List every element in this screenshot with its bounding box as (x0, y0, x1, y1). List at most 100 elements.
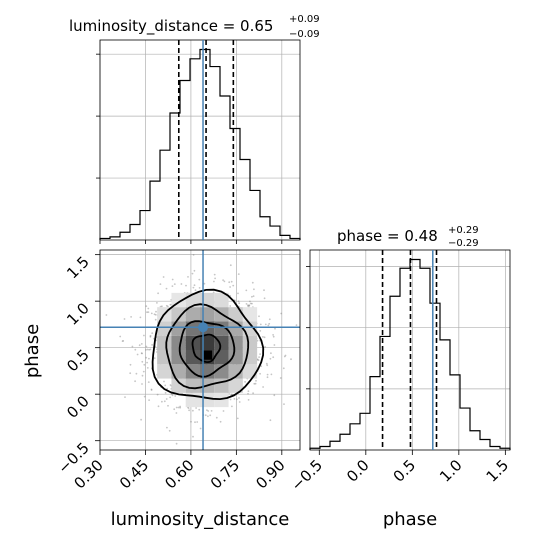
d2-ytick-label: 0.0 (63, 392, 93, 422)
d2-sample-point (139, 316, 142, 319)
d2-sample-point (129, 363, 132, 366)
d2-sample-point (252, 392, 255, 395)
d2-contour-line (191, 333, 222, 364)
d2-truth-point (198, 322, 209, 333)
d2-sample-point (173, 283, 176, 285)
d2-xtick-label: 0.45 (116, 456, 152, 492)
d2-sample-point (223, 280, 226, 283)
d2-sample-point (238, 302, 241, 305)
d2-sample-point (174, 395, 177, 397)
d2-sample-point (171, 394, 174, 397)
phase-title-minus: −0.29 (448, 238, 479, 249)
d2-sample-point (147, 307, 150, 310)
ld-hist-ticks (96, 53, 283, 244)
d2-sample-point (145, 356, 148, 359)
d2-sample-point (129, 372, 132, 375)
d2-sample-point (175, 412, 178, 414)
d2-density-cell (242, 335, 258, 350)
d2-sample-point (210, 410, 213, 412)
d2-density-cell (214, 292, 229, 308)
d2-sample-point (229, 398, 232, 401)
d2-density-cell (228, 350, 243, 365)
d2-sample-point (238, 397, 240, 399)
d2-sample-point (266, 376, 269, 379)
d2-sample-point (273, 394, 276, 397)
d2-sample-point (146, 348, 149, 351)
d2-sample-point (207, 410, 210, 412)
d2-sample-point (163, 400, 166, 403)
ph-xtick-label: 0.5 (390, 456, 420, 486)
d2-sample-point (279, 377, 282, 379)
d2-sample-point (167, 305, 169, 308)
d2-sample-point (143, 395, 146, 398)
d2-sample-point (149, 334, 152, 337)
d2-sample-point (236, 417, 239, 420)
d2-sample-point (255, 379, 257, 382)
d2-sample-point (257, 359, 260, 362)
d2-density-cell (242, 307, 258, 322)
phase-title-plus: +0.29 (448, 225, 479, 236)
ph-xtick-label: 0.0 (343, 456, 373, 486)
ph-xtick-label: 1.5 (483, 456, 513, 486)
d2-sample-point (146, 311, 148, 314)
d2-sample-point (198, 408, 201, 411)
d2-sample-point (154, 313, 157, 316)
d2-sample-point (237, 300, 240, 303)
d2-sample-point (229, 286, 232, 288)
d2-sample-point (207, 415, 209, 418)
d2-sample-point (258, 315, 260, 318)
y-axis-label-phase: phase (22, 324, 43, 378)
d2-contour-line (165, 303, 250, 390)
d2-density-cell (214, 392, 229, 408)
d2-density-cell (228, 378, 243, 393)
d2-sample-point (254, 382, 257, 385)
d2-contours (151, 288, 265, 401)
d2-sample-point (247, 399, 250, 401)
d2-density-cell (185, 307, 200, 322)
d2-density-cell (171, 364, 186, 379)
d2-sample-point (284, 354, 287, 357)
d2-sample-point (143, 363, 146, 366)
d2-sample-point (134, 348, 137, 351)
d2-sample-point (249, 302, 252, 305)
d2-contour-line (151, 288, 265, 401)
ld-hist-grid (99, 40, 300, 240)
ph-hist-ticks: −0.5 0.0 0.5 1.0 1.5 (288, 266, 513, 495)
d2-sample-point (267, 324, 270, 327)
d2-sample-point (165, 398, 168, 400)
d2-sample-point (122, 340, 125, 342)
d2-frame (99, 249, 301, 451)
d2-sample-point (252, 295, 255, 297)
d2-sample-point (192, 286, 195, 289)
d2-sample-point (206, 409, 208, 411)
d2-density-cell (200, 307, 215, 322)
ph-xtick-label: −0.5 (288, 456, 326, 494)
d2-sample-point (263, 289, 265, 292)
d2-density-cell (185, 350, 200, 365)
d2-sample-point (130, 316, 133, 318)
d2-sample-point (245, 289, 248, 292)
d2-sample-point (145, 305, 148, 308)
d2-sample-point (148, 348, 151, 351)
d2-sample-point (157, 405, 160, 408)
d2-sample-point (270, 352, 272, 355)
panel-luminosity-distance-histogram (96, 39, 301, 244)
d2-sample-point (105, 314, 108, 316)
d2-sample-point (153, 357, 156, 359)
d2-sample-point (290, 358, 292, 361)
d2-sample-point (266, 364, 269, 367)
d2-sample-point (231, 405, 233, 408)
d2-sample-point (147, 381, 150, 383)
d2-sample-point (264, 346, 266, 348)
d2-sample-point (147, 311, 150, 313)
d2-sample-point (248, 304, 251, 307)
d2-sample-point (159, 305, 162, 308)
d2-sample-point (156, 393, 159, 396)
d2-sample-point (203, 282, 206, 285)
d2-sample-point (236, 398, 238, 401)
d2-sample-point (167, 404, 169, 407)
d2-sample-point (262, 336, 264, 338)
d2-sample-point (237, 273, 240, 275)
d2-sample-point (248, 304, 251, 307)
